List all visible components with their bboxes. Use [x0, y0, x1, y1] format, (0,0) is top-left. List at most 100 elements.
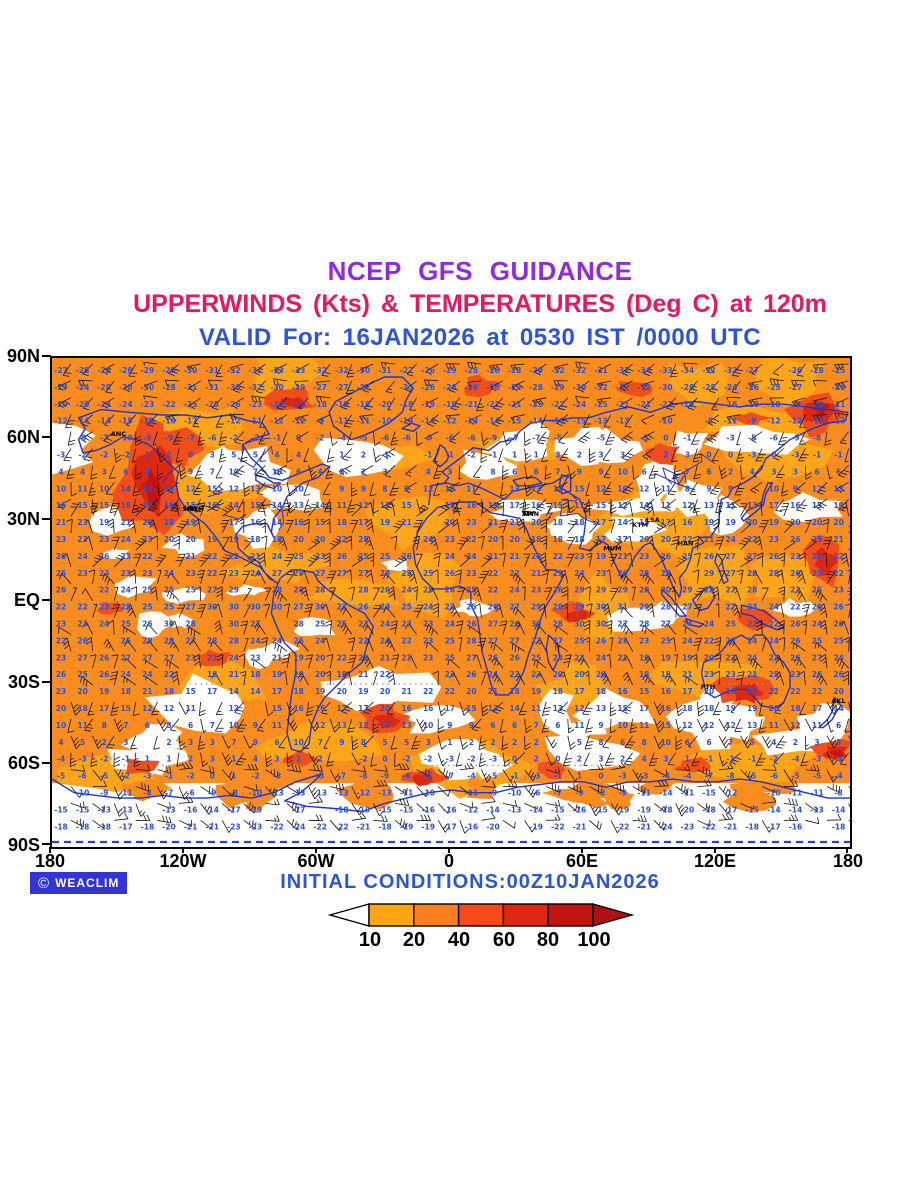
svg-text:30: 30: [250, 603, 260, 612]
world-map: -27 -29 -28 -28 -29 -29 -30 -31 -32 -31 -33 -33 -32-…: [52, 358, 850, 847]
svg-text:-2: -2: [251, 434, 259, 443]
x-tick: [714, 847, 716, 853]
svg-text:11: 11: [185, 704, 195, 713]
svg-text:2: 2: [577, 451, 582, 460]
svg-text:22: 22: [401, 636, 411, 645]
svg-text:-16: -16: [443, 805, 457, 814]
svg-text:-10: -10: [767, 789, 781, 798]
svg-text:-26: -26: [227, 400, 241, 409]
station-label: AKL: [831, 697, 845, 705]
svg-text:24: 24: [509, 586, 519, 595]
svg-text:1: 1: [231, 755, 236, 764]
svg-text:-25: -25: [400, 383, 414, 392]
svg-text:16: 16: [315, 704, 325, 713]
svg-text:23: 23: [553, 569, 563, 578]
svg-text:-5: -5: [359, 434, 367, 443]
svg-text:-2: -2: [100, 451, 108, 460]
svg-text:23: 23: [725, 670, 735, 679]
svg-text:9: 9: [253, 738, 258, 747]
svg-text:-14: -14: [767, 805, 781, 814]
svg-text:-25: -25: [594, 400, 608, 409]
svg-text:-6: -6: [532, 789, 540, 798]
svg-text:27: 27: [77, 653, 87, 662]
svg-text:23: 23: [99, 569, 109, 578]
svg-text:25: 25: [185, 586, 195, 595]
legend-value-10: 10: [358, 929, 382, 951]
svg-text:24: 24: [725, 535, 735, 544]
svg-text:-31: -31: [205, 366, 219, 375]
svg-text:17: 17: [207, 687, 217, 696]
svg-text:26: 26: [617, 569, 627, 578]
svg-text:25: 25: [358, 552, 368, 561]
svg-text:-26: -26: [421, 383, 435, 392]
svg-text:29: 29: [574, 603, 584, 612]
svg-text:12: 12: [790, 721, 800, 730]
svg-text:-21: -21: [832, 400, 846, 409]
svg-text:-11: -11: [400, 789, 414, 798]
svg-text:27: 27: [337, 569, 347, 578]
svg-text:-8: -8: [359, 772, 367, 781]
svg-text:-14: -14: [205, 805, 219, 814]
svg-text:-2: -2: [402, 755, 410, 764]
svg-text:-33: -33: [270, 366, 284, 375]
svg-text:24: 24: [747, 636, 757, 645]
svg-text:24: 24: [99, 620, 109, 629]
svg-text:0: 0: [382, 755, 387, 764]
svg-text:22: 22: [833, 569, 843, 578]
svg-text:-27: -27: [745, 366, 759, 375]
svg-text:-19: -19: [249, 805, 263, 814]
svg-text:10: 10: [293, 484, 303, 493]
svg-text:-23: -23: [249, 400, 263, 409]
svg-text:19: 19: [531, 687, 541, 696]
svg-text:21: 21: [509, 552, 519, 561]
svg-text:26: 26: [445, 586, 455, 595]
svg-text:16: 16: [401, 704, 411, 713]
svg-text:14: 14: [639, 501, 649, 510]
svg-text:-12: -12: [443, 417, 457, 426]
svg-text:13: 13: [293, 501, 303, 510]
svg-text:7: 7: [231, 738, 236, 747]
svg-text:23: 23: [99, 603, 109, 612]
svg-text:-23: -23: [249, 822, 263, 831]
svg-text:24: 24: [315, 636, 325, 645]
svg-text:-18: -18: [54, 822, 68, 831]
svg-text:22: 22: [99, 586, 109, 595]
svg-text:-19: -19: [443, 400, 457, 409]
svg-text:23: 23: [833, 586, 843, 595]
svg-text:-16: -16: [184, 805, 198, 814]
station-label: TLV: [522, 509, 535, 517]
svg-text:12: 12: [315, 721, 325, 730]
svg-text:23: 23: [704, 670, 714, 679]
svg-text:-23: -23: [227, 822, 241, 831]
svg-text:3: 3: [123, 738, 128, 747]
svg-text:7: 7: [123, 721, 128, 730]
svg-text:30: 30: [661, 586, 671, 595]
svg-text:-21: -21: [508, 400, 522, 409]
svg-text:-1: -1: [381, 451, 389, 460]
svg-text:20: 20: [380, 704, 390, 713]
svg-text:26: 26: [812, 670, 822, 679]
svg-text:25: 25: [617, 636, 627, 645]
svg-text:3: 3: [685, 451, 690, 460]
svg-text:27: 27: [812, 653, 822, 662]
svg-text:14: 14: [164, 484, 174, 493]
svg-text:0: 0: [728, 451, 733, 460]
svg-text:15: 15: [617, 704, 627, 713]
svg-text:24: 24: [423, 535, 433, 544]
svg-text:-3: -3: [489, 755, 497, 764]
svg-text:-3: -3: [705, 434, 713, 443]
svg-text:25: 25: [164, 586, 174, 595]
svg-text:27: 27: [488, 636, 498, 645]
svg-text:9: 9: [339, 484, 344, 493]
svg-text:-4: -4: [683, 772, 691, 781]
svg-text:-6: -6: [402, 772, 410, 781]
svg-text:-30: -30: [659, 383, 673, 392]
svg-text:-19: -19: [421, 400, 435, 409]
svg-text:30: 30: [315, 603, 325, 612]
svg-text:17: 17: [661, 518, 671, 527]
svg-text:0: 0: [512, 755, 517, 764]
svg-text:-10: -10: [76, 789, 90, 798]
svg-text:26: 26: [509, 653, 519, 662]
svg-text:22: 22: [229, 552, 239, 561]
svg-text:4: 4: [80, 467, 85, 476]
